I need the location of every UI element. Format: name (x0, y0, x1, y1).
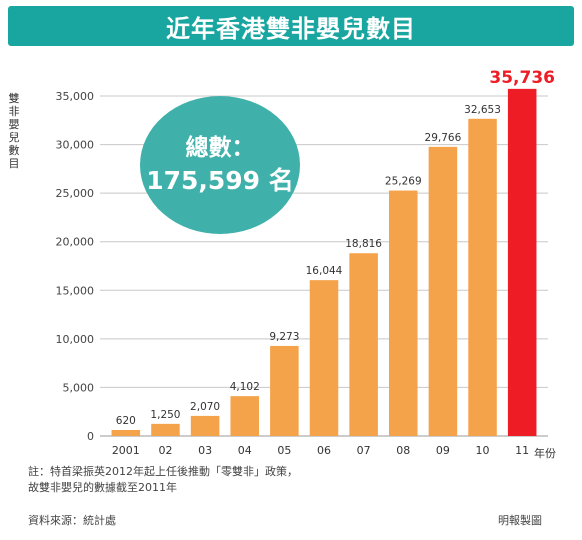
total-label: 總數： (185, 135, 255, 161)
y-tick-label: 35,000 (56, 90, 95, 103)
bar (507, 88, 537, 437)
y-tick-label: 20,000 (56, 236, 95, 249)
bar (428, 146, 458, 436)
data-label: 16,044 (306, 265, 343, 277)
bar (309, 280, 339, 436)
bar (468, 118, 497, 436)
x-tick-label: 09 (436, 444, 450, 457)
footnote: 註：特首梁振英2012年起上任後推動「零雙非」政策， 故雙非嬰兒的數據截至201… (28, 464, 298, 496)
title-banner: 近年香港雙非嬰兒數目 (8, 6, 574, 46)
total-value: 175,599 名 (146, 166, 294, 195)
bar (190, 415, 220, 436)
x-tick-label: 05 (277, 444, 291, 457)
y-tick-label: 10,000 (56, 333, 95, 346)
bar (270, 345, 299, 436)
footnote-line-2: 故雙非嬰兒的數據截至2011年 (28, 481, 177, 494)
chart-title: 近年香港雙非嬰兒數目 (166, 14, 416, 43)
data-label: 25,269 (385, 176, 422, 188)
bar (111, 429, 141, 436)
data-label: 29,766 (425, 132, 462, 144)
data-label: 35,736 (489, 68, 555, 88)
bar (151, 423, 180, 436)
x-tick-label: 06 (317, 444, 331, 457)
y-tick-label: 15,000 (56, 284, 95, 297)
footnote-line-1: 註：特首梁振英2012年起上任後推動「零雙非」政策， (28, 465, 298, 478)
bar (230, 396, 259, 436)
y-tick-label: 25,000 (56, 187, 95, 200)
data-label: 18,816 (345, 238, 382, 250)
x-axis-unit: 年份 (534, 447, 556, 460)
data-label: 4,102 (230, 381, 260, 393)
data-label: 9,273 (269, 331, 299, 343)
data-label: 2,070 (190, 401, 220, 413)
data-label: 32,653 (464, 104, 501, 116)
x-tick-label: 2001 (112, 444, 140, 457)
x-tick-label: 07 (357, 444, 371, 457)
y-tick-label: 5,000 (63, 381, 95, 394)
data-source: 資料來源：統計處 (28, 514, 116, 527)
data-label: 620 (116, 415, 136, 427)
y-axis-title: 雙非嬰兒數目 (8, 92, 20, 170)
graphic-credit: 明報製圖 (498, 514, 542, 527)
x-tick-label: 03 (198, 444, 212, 457)
x-tick-label: 11 (515, 444, 529, 457)
x-tick-label: 08 (396, 444, 410, 457)
data-label: 1,250 (150, 409, 180, 421)
bar (389, 190, 418, 436)
x-tick-label: 02 (158, 444, 172, 457)
y-tick-label: 0 (87, 430, 94, 443)
total-bubble: 總數： 175,599 名 (140, 96, 300, 234)
bar (349, 253, 378, 436)
x-tick-label: 04 (238, 444, 252, 457)
y-tick-label: 30,000 (56, 139, 95, 152)
x-tick-label: 10 (476, 444, 490, 457)
